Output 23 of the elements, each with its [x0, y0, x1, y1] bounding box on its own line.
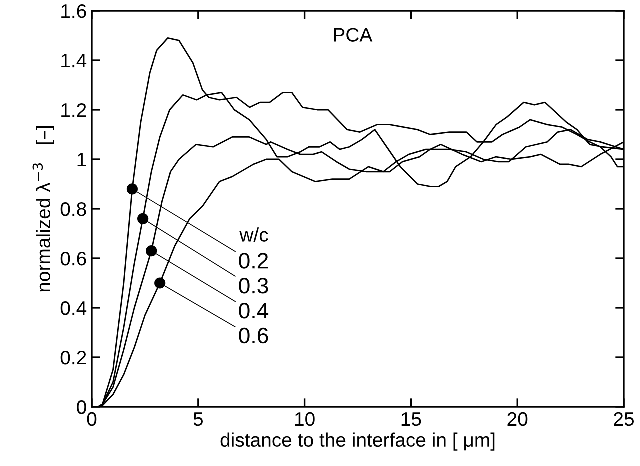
y-tick-label: 0.6: [60, 252, 86, 266]
x-axis-title: distance to the interface in [ μm]: [220, 432, 495, 451]
legend-title: w/c: [240, 228, 268, 242]
y-tick-label: 0: [77, 400, 86, 414]
y-tick-label: 0.4: [60, 301, 87, 316]
y-tick-label: 1.2: [62, 103, 86, 118]
text: normalized λ$^{−3}$ [–]: [32, 126, 54, 292]
y-tick-label: 1: [78, 153, 86, 167]
x-tick-label: 20: [508, 412, 528, 426]
annotation: 0.4: [239, 302, 269, 319]
annotation: 0.6: [239, 328, 268, 344]
text: PCA: [334, 28, 373, 42]
x-tick-label: 0: [87, 412, 97, 426]
y-tick-label: 1.4: [62, 54, 87, 68]
y-tick-label: 0.8: [60, 202, 86, 216]
y-tick-label: 0.2: [60, 350, 86, 365]
annotation: 0.2: [239, 253, 268, 269]
y-tick-label: 1.6: [62, 4, 86, 18]
x-tick-label: 5: [194, 412, 203, 426]
x-tick-label: 15: [402, 412, 422, 426]
annotation: 0.3: [239, 278, 268, 294]
x-tick-label: 10: [295, 412, 315, 426]
x-tick-label: 25: [614, 412, 634, 426]
